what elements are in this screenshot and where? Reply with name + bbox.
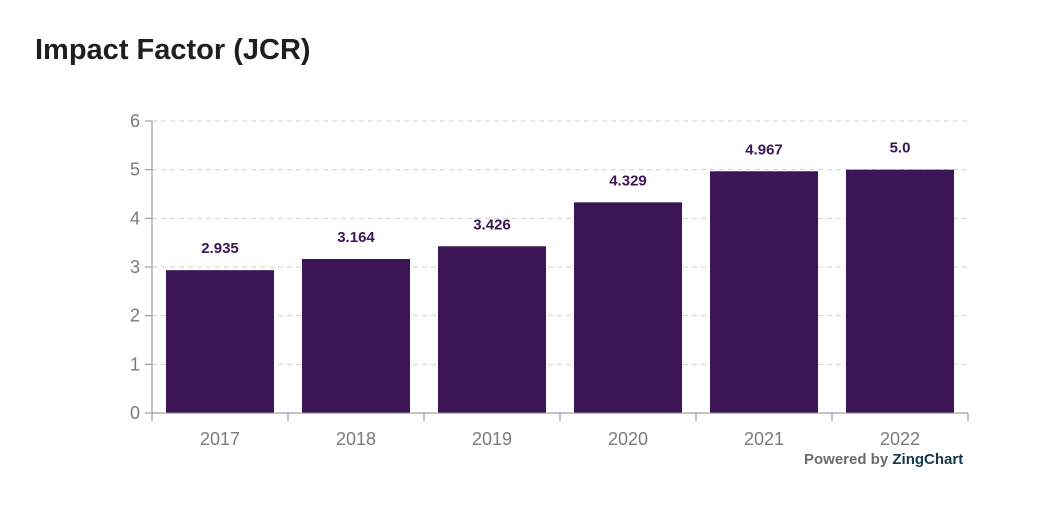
x-tick-label: 2017	[200, 429, 240, 449]
y-axis-ticks: 0 1 2 3 4 5 6	[130, 111, 152, 423]
data-label-2019: 3.426	[473, 216, 511, 233]
y-tick-label: 1	[130, 354, 140, 374]
data-label-2017: 2.935	[201, 240, 239, 257]
y-tick-label: 3	[130, 257, 140, 277]
x-tick-label: 2021	[744, 429, 784, 449]
bar-2021[interactable]	[710, 171, 818, 413]
data-label-2022: 5.0	[890, 140, 911, 157]
gridlines	[152, 120, 968, 365]
bar-2019[interactable]	[438, 246, 546, 413]
powered-by-credit[interactable]: Powered by ZingChart	[804, 451, 963, 468]
bars	[166, 169, 954, 413]
chart-title: Impact Factor (JCR)	[35, 34, 311, 66]
y-tick-label: 0	[130, 403, 140, 423]
x-tick-label: 2019	[472, 429, 512, 449]
y-tick-label: 6	[130, 111, 140, 131]
data-label-2021: 4.967	[745, 141, 783, 158]
x-tick-label: 2022	[880, 429, 920, 449]
x-tick-label: 2020	[608, 429, 648, 449]
y-tick-label: 2	[130, 306, 140, 326]
y-tick-label: 5	[130, 160, 140, 180]
powered-by-prefix: Powered by	[804, 451, 889, 468]
x-axis-ticks: 2017 2018 2019 2020 2021 2022	[151, 413, 969, 449]
bar-2022[interactable]	[846, 169, 954, 413]
y-tick-label: 4	[130, 208, 140, 228]
powered-by-brand[interactable]: ZingChart	[892, 451, 964, 468]
bar-2018[interactable]	[302, 259, 410, 413]
x-tick-label: 2018	[336, 429, 376, 449]
bar-2020[interactable]	[574, 202, 682, 413]
data-label-2020: 4.329	[609, 172, 647, 189]
data-label-2018: 3.164	[337, 229, 375, 246]
data-labels: 2.935 3.164 3.426 4.329 4.967 5.0	[201, 140, 910, 257]
bar-2017[interactable]	[166, 270, 274, 413]
